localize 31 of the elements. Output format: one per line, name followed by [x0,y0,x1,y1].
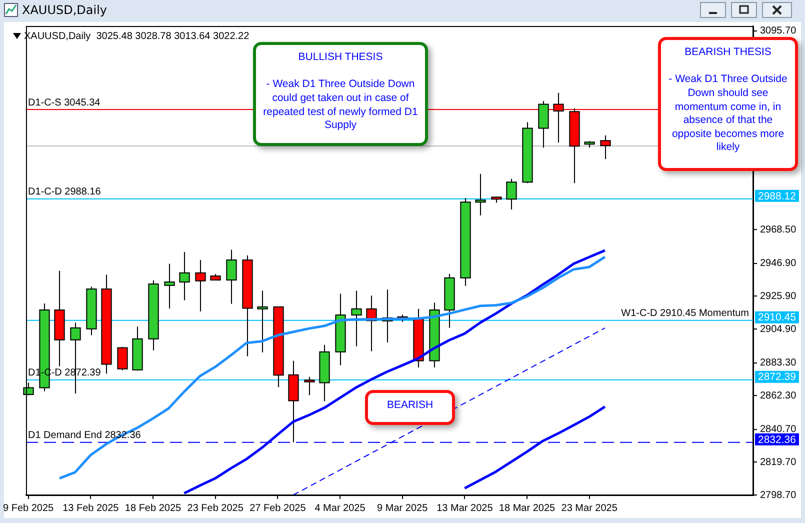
ref-line-label: D1-C-D 2988.16 [28,186,102,198]
chart-title: XAUUSD,Daily [22,2,108,19]
x-tick-label: 9 Mar 2025 [377,502,428,514]
text: 2910.45 [758,312,796,324]
callout-box: BULLISH THESIS - Weak D1 Three Outside Down could get taken out in case of repeated test of newly formed D1 Supply [253,42,428,146]
y-tick-label: 2925.90 [760,290,797,302]
callout-box: BEARISH THESIS - Weak D1 Three Outside Down should see momentum come in, in absence of that the opposite becomes more likely [658,37,798,171]
x-tick-label: 13 Feb 2025 [62,502,120,514]
text: 2872.39 [758,371,796,384]
x-tick-label: 23 Mar 2025 [561,502,618,514]
x-tick-label: 13 Mar 2025 [436,502,494,514]
ref-line-label: D1-C-S 3045.34 [28,97,101,108]
x-tick-label: 9 Feb 2025 [3,502,54,514]
y-tick-label: 2904.90 [760,324,797,335]
x-tick-label: 4 Mar 2025 [314,502,366,514]
callout-box: BEARISH [365,390,455,425]
y-tick-label: 2968.50 [760,224,797,236]
ref-line-label: W1-C-D 2910.45 Momentum [621,308,749,320]
y-tick-label: 2840.70 [760,424,797,436]
y-tick-label: 3095.70 [760,26,797,37]
x-tick-label: 18 Feb 2025 [124,502,182,514]
y-tick-label: 2946.90 [760,258,797,270]
x-tick-label: 18 Mar 2025 [498,502,556,514]
y-tick-label: 2798.70 [760,490,797,501]
text: 2832.36 [758,434,796,446]
y-tick-label: 2819.70 [760,456,797,468]
x-tick-label: 23 Feb 2025 [187,502,244,514]
text: 2988.12 [758,190,796,202]
x-tick-label: 27 Feb 2025 [250,502,306,514]
y-tick-label: 2883.30 [760,358,797,369]
y-tick-label: 2862.30 [760,390,797,402]
